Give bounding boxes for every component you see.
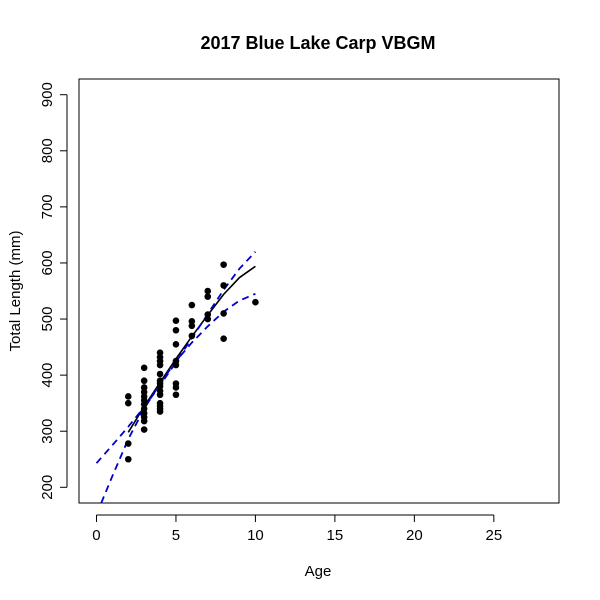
x-tick-label: 10	[247, 527, 264, 544]
x-axis: 0 5 10 15 20 25	[92, 514, 502, 544]
data-point	[172, 357, 180, 365]
data-point	[156, 349, 164, 356]
data-point	[220, 310, 227, 317]
y-tick-label: 200	[39, 475, 56, 500]
y-tick-label: 400	[39, 363, 56, 388]
plot-box	[78, 78, 560, 504]
data-point	[124, 399, 132, 407]
data-point	[204, 287, 212, 295]
data-point	[124, 393, 132, 400]
data-point	[156, 370, 164, 378]
data-point	[172, 380, 180, 387]
y-tick-label: 300	[39, 419, 56, 444]
data-point	[124, 455, 132, 463]
data-point	[204, 311, 212, 318]
data-point	[220, 261, 227, 268]
data-point	[252, 298, 259, 306]
x-tick-label: 15	[327, 527, 344, 544]
data-point	[140, 426, 148, 433]
y-tick-label: 600	[39, 250, 56, 275]
ci-lower-line	[100, 292, 256, 504]
data-point	[188, 332, 196, 340]
y-tick-label: 700	[39, 194, 56, 219]
data-point	[220, 282, 227, 289]
data-points	[124, 261, 259, 463]
fit-line	[127, 265, 256, 433]
data-point	[140, 384, 148, 391]
data-point	[188, 317, 196, 325]
x-tick-label: 5	[172, 527, 180, 544]
data-point	[172, 391, 180, 399]
data-point	[156, 377, 164, 385]
x-tick-label: 0	[92, 527, 100, 544]
data-point	[140, 377, 148, 385]
data-point	[140, 364, 148, 372]
y-tick-label: 800	[39, 138, 56, 163]
data-point	[188, 301, 196, 309]
data-point	[124, 440, 132, 447]
data-point	[204, 293, 212, 300]
fit-lines	[95, 251, 257, 504]
x-axis-title: Age	[305, 563, 332, 580]
y-axis-title: Total Length (mm)	[7, 231, 24, 352]
y-tick-label: 500	[39, 307, 56, 332]
data-point	[220, 335, 227, 342]
x-tick-label: 25	[485, 527, 502, 544]
data-point	[156, 399, 164, 407]
chart-title: 2017 Blue Lake Carp VBGM	[200, 33, 435, 53]
y-tick-label: 900	[39, 82, 56, 107]
ci-upper-line	[95, 251, 257, 464]
y-axis: 200 300 400 500 600 700 800 900	[39, 82, 68, 500]
x-tick-label: 20	[406, 527, 423, 544]
data-point	[172, 326, 180, 334]
data-point	[172, 340, 180, 348]
data-point	[172, 317, 180, 325]
